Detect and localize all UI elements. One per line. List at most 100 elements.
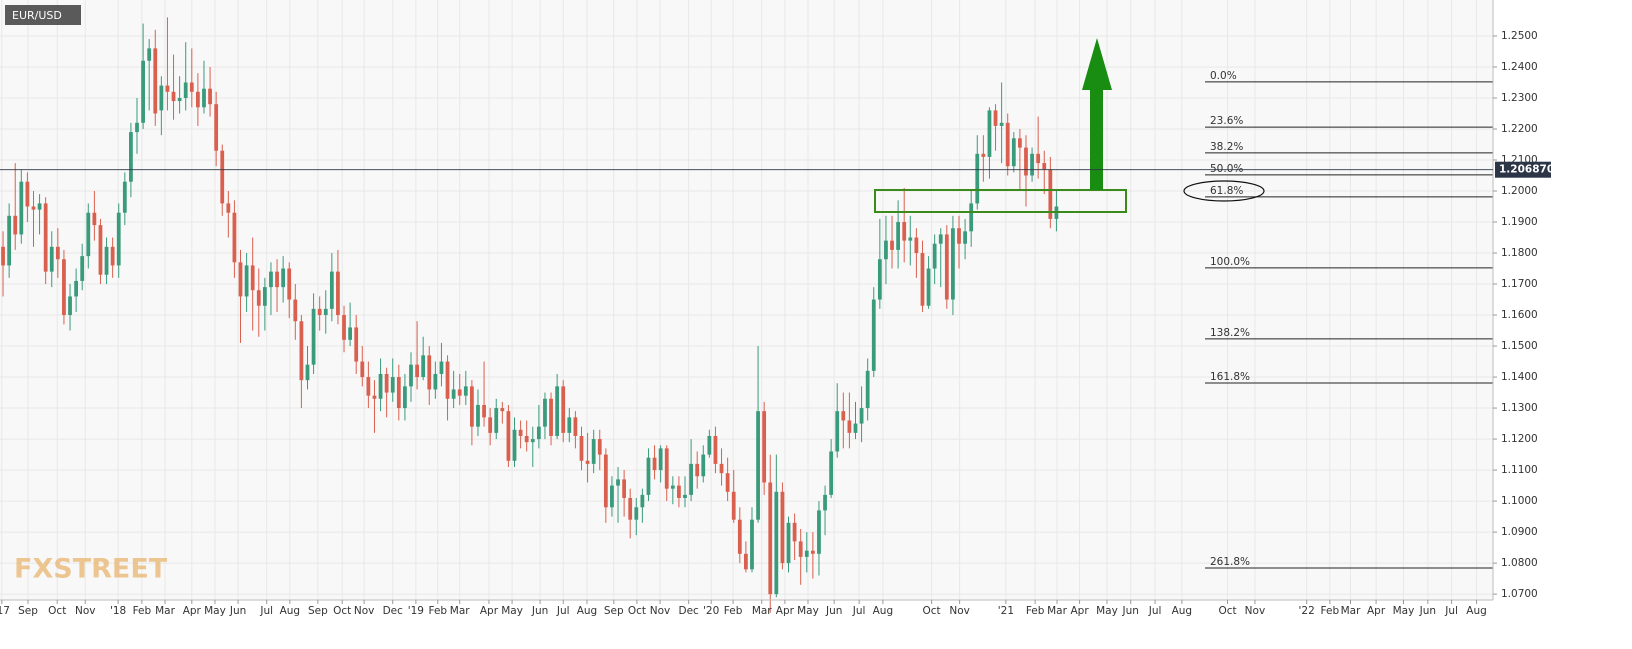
candle-body — [311, 308, 316, 365]
candle-body — [768, 482, 773, 595]
candle-body — [415, 364, 419, 378]
candle-body — [470, 386, 474, 427]
candle-body — [62, 259, 66, 316]
fib-label: 0.0% — [1210, 70, 1237, 82]
x-tick-label: Apr — [480, 605, 499, 617]
candle-body — [1011, 138, 1016, 167]
grid — [0, 0, 1493, 600]
candle-body — [232, 212, 237, 263]
x-tick-label: May — [1393, 605, 1415, 617]
candle-body — [628, 497, 633, 520]
candle-body — [725, 473, 730, 492]
candle-body — [1048, 169, 1053, 219]
fibonacci-levels: 0.0% 23.6% 38.2% 50.0% 61.8% 100.0% 138.2% 161.… — [1205, 70, 1493, 569]
candle-body — [823, 494, 827, 511]
candle-body — [646, 457, 651, 495]
x-tick-label: Oct — [48, 605, 66, 617]
y-tick-label: 1.2300 — [1501, 92, 1538, 104]
x-tick-label: Jul — [556, 605, 570, 617]
y-tick-label: 1.1400 — [1501, 371, 1538, 383]
candle-body — [80, 256, 85, 281]
candle-body — [269, 271, 273, 288]
candle-body — [147, 48, 152, 61]
x-tick-label: Oct — [1218, 605, 1236, 617]
candle-body — [360, 361, 365, 378]
candle-body — [141, 60, 145, 123]
y-tick-label: 1.1200 — [1501, 433, 1538, 445]
candle-body — [116, 212, 121, 266]
x-tick-label: Sep — [18, 605, 38, 617]
y-tick-label: 1.1100 — [1501, 464, 1538, 476]
x-tick-label: Feb — [1321, 605, 1340, 617]
x-tick-label: Jun — [229, 605, 246, 617]
x-tick-label: Mar — [450, 605, 470, 617]
fib-label: 161.8% — [1210, 371, 1250, 383]
x-tick-label: '20 — [703, 605, 719, 617]
candle-body — [786, 522, 791, 564]
y-tick-label: 1.1700 — [1501, 278, 1538, 290]
x-tick-label: Nov — [1245, 605, 1266, 617]
x-tick-label: Mar — [752, 605, 772, 617]
y-tick-label: 1.2000 — [1501, 185, 1538, 197]
x-tick-label: May — [204, 605, 226, 617]
candle-body — [750, 519, 754, 570]
candle-body — [104, 246, 109, 275]
candle-body — [999, 122, 1004, 126]
x-tick-label: '18 — [110, 605, 126, 617]
candle-body — [512, 429, 517, 461]
candle-body — [1018, 138, 1022, 148]
x-tick-label: '22 — [1299, 605, 1315, 617]
candle-body — [853, 423, 858, 433]
candle-body — [975, 153, 980, 204]
candle-body — [1030, 153, 1034, 176]
candle-body — [494, 408, 499, 433]
candle-body — [993, 110, 998, 126]
x-tick-label: Feb — [428, 605, 447, 617]
candle-body — [202, 88, 206, 108]
candle-body — [981, 153, 986, 157]
y-tick-label: 1.1000 — [1501, 495, 1538, 507]
candle-body — [403, 386, 407, 409]
candle-body — [658, 448, 663, 471]
candle-body — [55, 246, 60, 260]
candle-body — [7, 215, 12, 266]
candle-body — [317, 308, 322, 316]
candle-body — [427, 355, 432, 390]
x-tick-label: Dec — [678, 605, 699, 617]
y-tick-label: 1.1500 — [1501, 340, 1538, 352]
candle-body — [652, 457, 657, 471]
candle-body — [476, 404, 480, 427]
candle-body — [293, 299, 298, 322]
chart-title: EUR/USD — [12, 9, 62, 22]
candle-body — [835, 411, 840, 452]
candle-body — [506, 411, 511, 461]
x-tick-label: Aug — [1466, 605, 1487, 617]
candle-body — [421, 355, 426, 378]
candle-body — [177, 97, 182, 102]
highlight-ellipse — [1183, 180, 1265, 202]
candle-body — [159, 85, 164, 111]
x-tick-label: Jul — [1444, 605, 1458, 617]
x-tick-label: '19 — [408, 605, 424, 617]
candle-body — [122, 181, 127, 213]
candle-body — [256, 290, 261, 306]
candle-body — [445, 361, 450, 399]
candle-body — [208, 88, 212, 105]
candle-body — [585, 460, 590, 464]
fib-label: 61.8% — [1210, 185, 1243, 197]
x-tick-label: Sep — [308, 605, 328, 617]
x-tick-label: Apr — [1367, 605, 1386, 617]
fib-label: 38.2% — [1210, 141, 1243, 153]
candle-body — [37, 203, 42, 210]
candle-body — [859, 408, 864, 424]
x-tick-label: May — [501, 605, 523, 617]
candle-body — [354, 327, 359, 362]
candle-body — [43, 203, 48, 272]
candle-body — [780, 491, 785, 564]
candle-body — [677, 485, 681, 498]
candle-body — [451, 389, 456, 399]
candle-body — [31, 206, 36, 210]
candle-body — [19, 181, 24, 235]
